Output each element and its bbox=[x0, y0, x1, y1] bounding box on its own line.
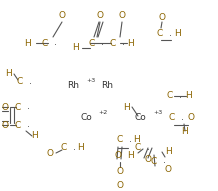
Text: H: H bbox=[165, 147, 171, 156]
Text: O: O bbox=[97, 11, 104, 20]
Text: O: O bbox=[2, 103, 9, 112]
Text: O: O bbox=[2, 121, 9, 129]
Text: H: H bbox=[127, 151, 133, 160]
Text: O: O bbox=[116, 168, 124, 176]
Text: .: . bbox=[100, 37, 104, 47]
Text: H: H bbox=[133, 135, 139, 145]
Text: H: H bbox=[181, 126, 187, 135]
Text: C: C bbox=[135, 143, 141, 152]
Text: C: C bbox=[167, 91, 173, 100]
Text: O: O bbox=[116, 180, 124, 189]
Text: C: C bbox=[17, 78, 23, 87]
Text: H: H bbox=[31, 131, 37, 141]
Text: O: O bbox=[114, 151, 121, 159]
Text: H: H bbox=[5, 70, 11, 79]
Text: .: . bbox=[162, 155, 165, 165]
Text: C: C bbox=[169, 113, 175, 122]
Text: .: . bbox=[121, 37, 124, 47]
Text: +3: +3 bbox=[153, 109, 163, 114]
Text: O: O bbox=[165, 165, 172, 175]
Text: Co: Co bbox=[134, 113, 146, 122]
Text: H: H bbox=[24, 39, 30, 48]
Text: +2: +2 bbox=[98, 109, 108, 114]
Text: H: H bbox=[72, 44, 78, 53]
Text: C: C bbox=[117, 135, 123, 145]
Text: Co: Co bbox=[80, 113, 92, 122]
Text: O: O bbox=[119, 11, 126, 20]
Text: H: H bbox=[123, 103, 129, 112]
Text: .: . bbox=[73, 142, 75, 152]
Text: C: C bbox=[89, 39, 95, 48]
Text: .: . bbox=[128, 134, 131, 144]
Text: .: . bbox=[169, 28, 172, 38]
Text: Rh: Rh bbox=[67, 80, 79, 90]
Text: H: H bbox=[185, 91, 191, 100]
Text: H: H bbox=[77, 143, 83, 152]
Text: H: H bbox=[174, 29, 180, 39]
Text: .: . bbox=[181, 112, 184, 122]
Text: .: . bbox=[27, 119, 29, 129]
Text: .: . bbox=[53, 37, 56, 47]
Text: C: C bbox=[110, 39, 116, 48]
Text: O: O bbox=[145, 155, 152, 164]
Text: C: C bbox=[42, 39, 48, 48]
Text: .: . bbox=[146, 142, 150, 152]
Text: Rh: Rh bbox=[101, 80, 113, 90]
Text: C: C bbox=[15, 121, 21, 129]
Text: +3: +3 bbox=[86, 78, 96, 83]
Text: O: O bbox=[187, 113, 194, 122]
Text: .: . bbox=[29, 76, 31, 86]
Text: C: C bbox=[157, 29, 163, 39]
Text: .: . bbox=[27, 101, 29, 111]
Text: .: . bbox=[179, 90, 182, 100]
Text: O: O bbox=[46, 148, 53, 158]
Text: C: C bbox=[61, 143, 67, 152]
Text: C: C bbox=[151, 156, 157, 165]
Text: C: C bbox=[15, 103, 21, 112]
Text: H: H bbox=[127, 39, 133, 48]
Text: O: O bbox=[58, 11, 65, 20]
Text: O: O bbox=[158, 14, 165, 23]
